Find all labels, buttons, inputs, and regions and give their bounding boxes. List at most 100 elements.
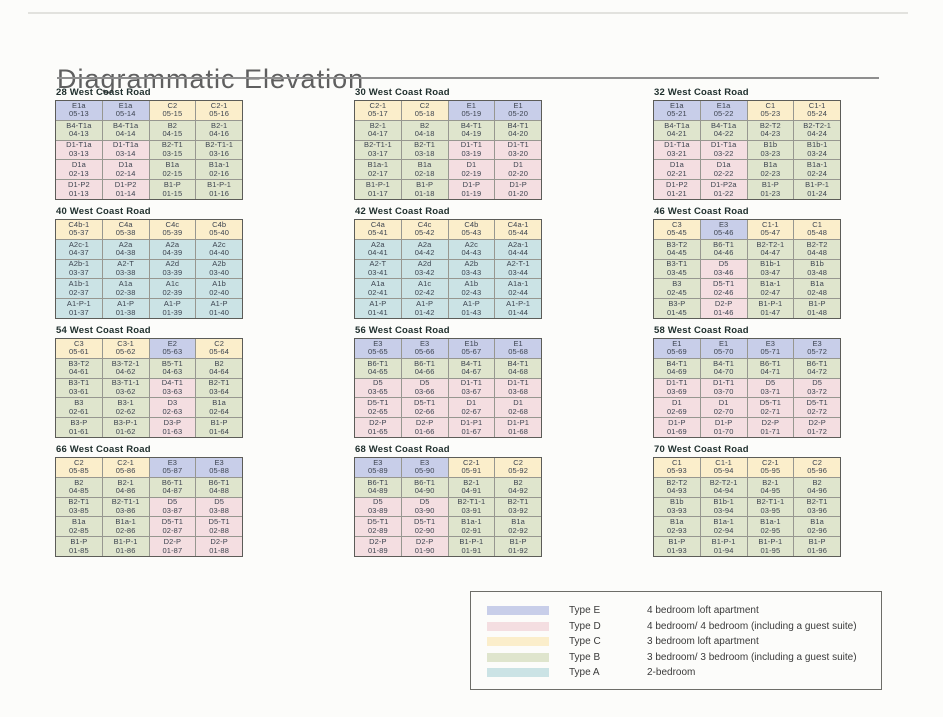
unit-cell-04-44: A2a-1 04-44 — [495, 239, 541, 259]
unit-type-label: B3-P-1 — [113, 417, 138, 427]
legend-row-b: Type B 3 bedroom/ 3 bedroom (including a … — [487, 650, 881, 666]
unit-type-label: B3-P — [668, 298, 686, 308]
unit-cell-04-13: B4-T1a 04-13 — [56, 120, 102, 140]
unit-cell-02-16: B1a-1 02-16 — [196, 160, 242, 180]
block-30-west-coast-road: 30 West Coast Road C2-1 05-17 C2 05-18 E1 05-1… — [354, 87, 542, 200]
unit-number-label: 01-42 — [414, 307, 435, 317]
unit-number-label: 01-71 — [760, 426, 781, 436]
unit-type-label: D5-T1 — [759, 398, 782, 408]
unit-number-label: 05-39 — [162, 228, 183, 238]
unit-cell-02-22: D1a 02-22 — [700, 160, 747, 180]
unit-type-label: D1-P1 — [507, 417, 529, 427]
unit-cell-04-47: B2-T2-1 04-47 — [747, 239, 794, 259]
unit-type-label: E3 — [718, 219, 729, 229]
unit-cell-03-17: B2-T1-1 03-17 — [355, 140, 401, 160]
unit-type-label: D1a — [669, 160, 684, 170]
unit-type-label: A2-T — [117, 259, 134, 269]
unit-type-label: A1-P — [210, 298, 228, 308]
unit-type-label: B6-T1 — [208, 477, 230, 487]
unit-cell-05-39: C4c 05-39 — [149, 219, 196, 239]
unit-type-label: A1a — [118, 279, 133, 289]
block-46-west-coast-road: 46 West Coast Road C3 05-45 E3 05-46 C1-1 05-4… — [653, 206, 841, 319]
unit-cell-02-87: D5-T1 02-87 — [149, 517, 196, 537]
unit-number-label: 05-90 — [414, 466, 435, 476]
unit-number-label: 05-22 — [713, 109, 734, 119]
unit-number-label: 03-22 — [713, 148, 734, 158]
unit-number-label: 04-48 — [807, 248, 827, 258]
unit-cell-01-96: B1-P 01-96 — [794, 537, 840, 556]
unit-number-label: 03-89 — [368, 505, 388, 515]
unit-cell-05-65: E3 05-65 — [355, 338, 401, 358]
unit-type-label: B2-T1 — [414, 140, 436, 150]
unit-type-label: D1-P2 — [67, 179, 90, 189]
unit-cell-01-40: A1-P 01-40 — [196, 299, 242, 318]
unit-number-label: 04-85 — [69, 486, 89, 496]
unit-number-label: 02-92 — [508, 525, 528, 535]
unit-cell-05-19: E1 05-19 — [448, 101, 495, 120]
block-title: 42 West Coast Road — [355, 205, 450, 217]
unit-type-label: E3 — [765, 338, 776, 348]
unit-cell-05-72: E3 05-72 — [794, 338, 840, 358]
unit-cell-03-88: D5 03-88 — [196, 497, 242, 517]
unit-type-label: B1a-1 — [367, 160, 389, 170]
unit-cell-02-48: B1a 02-48 — [794, 279, 840, 299]
block-title: 58 West Coast Road — [654, 324, 749, 336]
block-68-west-coast-road: 68 West Coast Road E3 05-89 E3 05-90 C2-1 05-9… — [354, 444, 542, 557]
unit-type-label: B2-T2-1 — [756, 239, 785, 249]
unit-cell-04-90: B6-T1 04-90 — [401, 477, 448, 497]
unit-cell-04-38: A2a 04-38 — [102, 239, 149, 259]
unit-type-label: D1-T1 — [666, 378, 688, 388]
unit-cell-02-15: B1a 02-15 — [149, 160, 196, 180]
unit-cell-04-14: B4-T1a 04-14 — [102, 120, 149, 140]
unit-cell-03-91: B2-T1-1 03-91 — [448, 497, 495, 517]
unit-number-label: 01-88 — [209, 545, 229, 555]
unit-cell-01-38: A1-P 01-38 — [102, 299, 149, 318]
unit-number-label: 04-65 — [368, 367, 388, 377]
unit-type-label: B2-T2 — [806, 239, 828, 249]
unit-cell-04-37: A2c-1 04-37 — [56, 239, 102, 259]
unit-number-label: 01-21 — [667, 188, 687, 198]
unit-number-label: 05-63 — [162, 347, 183, 357]
block-32-west-coast-road: 32 West Coast Road E1a 05-21 E1a 05-22 C1 05-2… — [653, 87, 841, 200]
unit-type-label: B2 — [74, 477, 84, 487]
unit-type-label: E1a — [72, 100, 86, 110]
unit-cell-05-42: C4c 05-42 — [401, 219, 448, 239]
unit-type-label: D1-T1a — [710, 140, 737, 150]
legend-type-label: Type D — [569, 620, 601, 632]
unit-type-label: B3-1 — [117, 398, 134, 408]
unit-type-label: B3-T1 — [666, 259, 688, 269]
block-title: 30 West Coast Road — [355, 87, 450, 98]
unit-type-label: D1-P — [462, 179, 481, 189]
unit-cell-02-43: A1b 02-43 — [448, 279, 495, 299]
unit-type-label: B2-T2 — [666, 477, 688, 487]
unit-type-label: D5 — [419, 497, 430, 507]
legend-row-e: Type E 4 bedroom loft apartment — [487, 603, 881, 619]
unit-type-label: E1 — [513, 338, 523, 348]
unit-cell-03-62: B3-T1-1 03-62 — [102, 378, 149, 398]
unit-grid: E1a 05-13 E1a 05-14 C2 05-15 C2-1 05-16 B4-T1a 04… — [55, 100, 243, 200]
unit-type-label: B1a-1 — [461, 517, 482, 527]
unit-type-label: D5 — [372, 378, 383, 388]
unit-type-label: D1 — [718, 398, 729, 408]
unit-type-label: B1-P — [210, 417, 228, 427]
unit-number-label: 04-47 — [760, 248, 781, 258]
unit-type-label: A2-T-1 — [506, 259, 530, 269]
unit-cell-05-63: E2 05-63 — [149, 338, 196, 358]
unit-type-label: A2a — [118, 239, 133, 249]
unit-cell-03-69: D1-T1 03-69 — [654, 378, 700, 398]
unit-number-label: 03-64 — [209, 386, 229, 396]
unit-type-label: B1a-1 — [713, 517, 734, 527]
unit-number-label: 05-86 — [115, 466, 136, 476]
unit-cell-05-62: C3-1 05-62 — [102, 338, 149, 358]
unit-type-label: C2-1 — [210, 100, 228, 110]
block-40-west-coast-road: 40 West Coast Road C4b-1 05-37 C4a 05-38 C4c 0… — [55, 206, 243, 319]
unit-number-label: 05-19 — [461, 109, 482, 119]
unit-cell-04-95: B2-1 04-95 — [747, 477, 794, 497]
unit-cell-03-61: B3-T1 03-61 — [56, 378, 102, 398]
unit-cell-01-61: B3-P 01-61 — [56, 418, 102, 437]
unit-type-label: B1a-1 — [208, 160, 230, 170]
unit-type-legend: Type E 4 bedroom loft apartment Type D 4 be… — [470, 591, 882, 690]
legend-type-description: 3 bedroom/ 3 bedroom (including a guest … — [647, 651, 857, 663]
legend-row-c: Type C 3 bedroom loft apartment — [487, 634, 881, 650]
unit-cell-01-45: B3-P 01-45 — [654, 299, 700, 318]
